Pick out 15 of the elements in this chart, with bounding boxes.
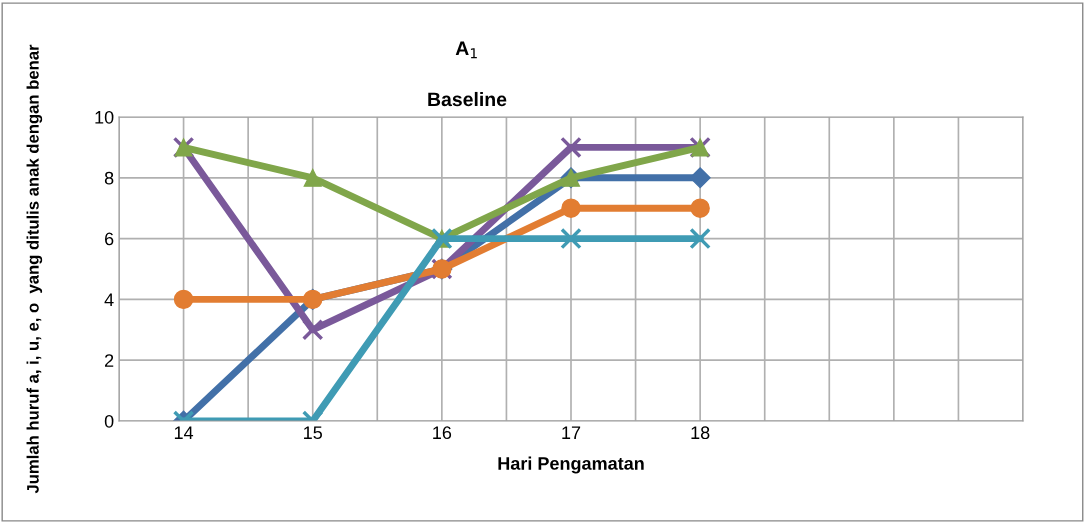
- x-tick-label: 15: [304, 426, 322, 440]
- x-tick-label: 16: [433, 426, 452, 440]
- y-tick-label: 4: [104, 293, 114, 306]
- y-axis-title: Jumlah huruf a, i, u, e, o yang ditulis anak dengan benar: [26, 44, 43, 494]
- chart-title: A$_{1}$: [455, 41, 477, 59]
- x-axis-title: Hari Pengamatan: [498, 456, 644, 474]
- x-tick-label: 17: [562, 426, 581, 439]
- chart-subtitle: Baseline: [428, 91, 507, 107]
- y-tick-label: 8: [104, 171, 114, 185]
- y-tick-label: 10: [95, 110, 114, 124]
- y-tick-label: 2: [105, 354, 114, 367]
- x-tick-label: 14: [174, 426, 194, 439]
- y-tick-label: 0: [104, 414, 114, 428]
- x-tick-label: 18: [691, 426, 710, 440]
- y-tick-label: 6: [105, 232, 114, 246]
